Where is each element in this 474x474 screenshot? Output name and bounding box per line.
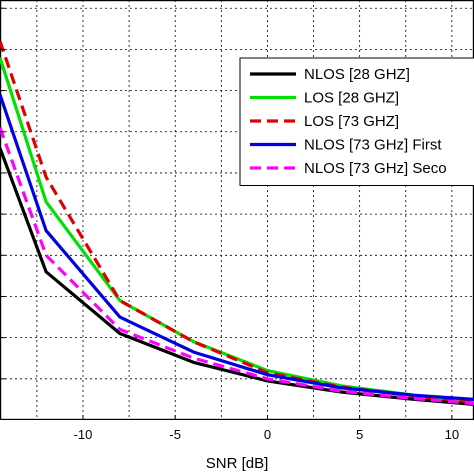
series-layer bbox=[0, 40, 474, 406]
x-tick-label: 0 bbox=[264, 427, 271, 442]
legend: NLOS [28 GHZ] LOS [28 GHZ] LOS [73 GHZ] NLO… bbox=[239, 57, 474, 186]
x-tick-labels: -10 -5 0 5 10 bbox=[0, 7, 459, 442]
plot-frame bbox=[0, 0, 474, 420]
legend-entry-5: NLOS [73 GHz] Seco bbox=[304, 160, 447, 177]
series-line-5 bbox=[0, 127, 474, 406]
x-tick-label: -10 bbox=[74, 427, 93, 442]
legend-entry-2: LOS [28 GHZ] bbox=[304, 90, 399, 107]
legend-entry-1: NLOS [28 GHZ] bbox=[304, 66, 410, 83]
series-line-4 bbox=[0, 94, 474, 401]
legend-entry-4: NLOS [73 GHz] First bbox=[304, 137, 442, 154]
x-tick-label: 5 bbox=[356, 427, 363, 442]
legend-box bbox=[239, 57, 474, 186]
x-tick-label: 10 bbox=[445, 427, 459, 442]
legend-entry-3: LOS [73 GHZ] bbox=[304, 113, 399, 130]
x-tick-label: -5 bbox=[169, 427, 181, 442]
x-axis-label: SNR [dB] bbox=[206, 455, 269, 472]
